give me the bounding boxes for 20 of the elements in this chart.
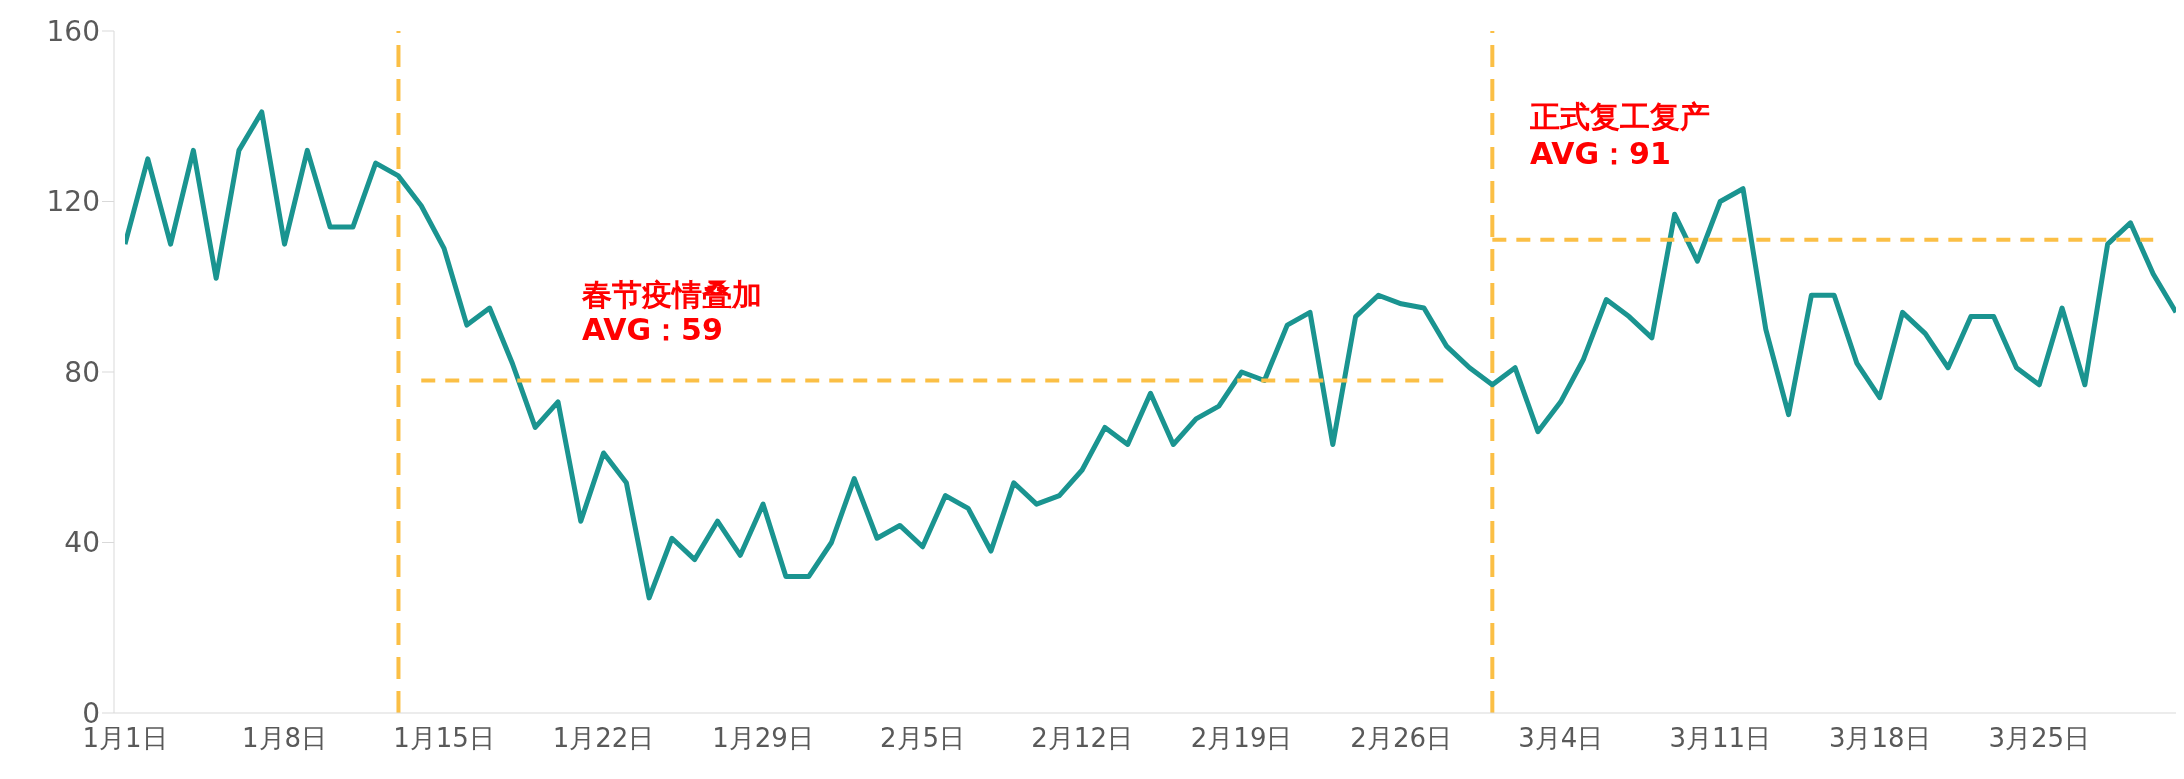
x-tick-label: 3月18日 [1828,723,1931,754]
y-tick-label: 40 [64,526,100,560]
x-tick-label: 2月5日 [880,723,966,754]
x-tick-label: 3月4日 [1518,723,1604,754]
annotation: AVG：91 [1530,136,1671,172]
x-tick-label: 1月22日 [552,723,655,754]
y-tick-label: 160 [46,14,100,48]
x-tick-label: 2月26日 [1350,723,1452,754]
x-tick-label: 2月12日 [1031,723,1133,754]
x-tick-label: 1月29日 [712,723,814,754]
annotation: 正式复工复产 [1530,99,1710,135]
y-tick-label: 120 [46,185,100,219]
annotation: 春节疫情叠加 [582,277,762,313]
x-tick-label: 2月19日 [1190,723,1293,754]
x-tick-label: 1月8日 [241,723,328,754]
x-tick-label: 1月15日 [393,723,495,754]
x-tick-label: 3月25日 [1988,723,2091,754]
x-tick-label: 3月11日 [1669,723,1772,754]
annotation: AVG：59 [582,312,723,348]
y-tick-label: 80 [64,355,100,389]
